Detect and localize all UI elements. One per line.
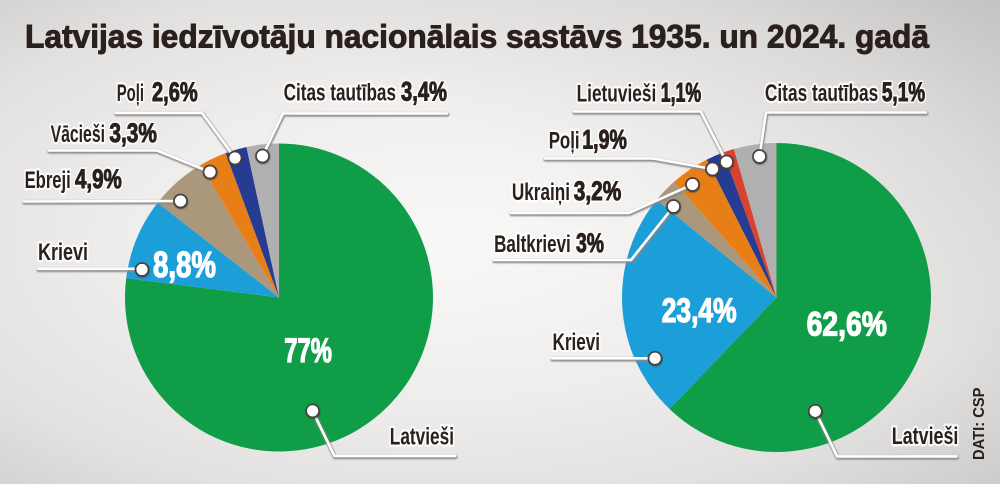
svg-text:DATI: CSP: DATI: CSP (971, 387, 988, 460)
svg-text:Lietuvieši: Lietuvieši (577, 81, 657, 108)
svg-text:3,4%: 3,4% (401, 77, 447, 107)
svg-text:3,3%: 3,3% (109, 118, 156, 148)
svg-text:Citas tautības: Citas tautības (284, 80, 396, 107)
svg-text:Citas tautības: Citas tautības (765, 80, 878, 107)
svg-text:Ukraiņi: Ukraiņi (512, 179, 570, 206)
svg-text:4,9%: 4,9% (75, 164, 122, 194)
svg-text:Ukraiņi: Ukraiņi (512, 179, 570, 206)
svg-text:2,6%: 2,6% (152, 77, 198, 107)
svg-text:1,1%: 1,1% (661, 78, 702, 108)
svg-text:Baltkrievi: Baltkrievi (494, 231, 571, 258)
svg-text:Citas tautības: Citas tautības (284, 80, 396, 107)
svg-text:Poļi: Poļi (117, 80, 144, 107)
svg-text:62,6%: 62,6% (807, 306, 887, 344)
svg-text:3%: 3% (576, 228, 604, 258)
svg-text:Krievi: Krievi (553, 329, 601, 356)
svg-text:Latvieši: Latvieši (390, 424, 454, 451)
svg-text:3,2%: 3,2% (574, 176, 622, 206)
svg-text:5,1%: 5,1% (882, 77, 925, 107)
svg-text:Citas tautības: Citas tautības (765, 80, 878, 107)
svg-text:3%: 3% (576, 228, 604, 258)
svg-text:23,4%: 23,4% (662, 292, 737, 330)
svg-text:3,2%: 3,2% (574, 176, 622, 206)
svg-text:Poļi: Poļi (549, 128, 580, 155)
svg-text:Poļi: Poļi (117, 80, 144, 107)
svg-text:1,1%: 1,1% (661, 78, 702, 108)
svg-text:1,9%: 1,9% (582, 125, 627, 155)
svg-text:Vācieši: Vācieši (51, 121, 105, 148)
svg-text:Ebreji: Ebreji (25, 167, 71, 194)
svg-text:3,3%: 3,3% (109, 118, 156, 148)
svg-text:4,9%: 4,9% (75, 164, 122, 194)
svg-text:Baltkrievi: Baltkrievi (494, 231, 571, 258)
svg-text:Latvieši: Latvieši (892, 423, 959, 450)
svg-text:3,4%: 3,4% (401, 77, 447, 107)
svg-text:Krievi: Krievi (38, 239, 88, 266)
svg-text:1,9%: 1,9% (582, 125, 627, 155)
svg-text:Vācieši: Vācieši (51, 121, 105, 148)
svg-text:Poļi: Poļi (549, 128, 580, 155)
svg-text:Latvijas iedzīvotāju nacionāla: Latvijas iedzīvotāju nacionālais sastāvs… (25, 19, 929, 55)
svg-text:Krievi: Krievi (553, 329, 601, 356)
svg-text:Krievi: Krievi (38, 239, 88, 266)
svg-text:Latvieši: Latvieši (892, 423, 959, 450)
svg-text:5,1%: 5,1% (882, 77, 925, 107)
svg-text:Latvieši: Latvieši (390, 424, 454, 451)
svg-text:2,6%: 2,6% (152, 77, 198, 107)
svg-text:Lietuvieši: Lietuvieši (577, 81, 657, 108)
svg-text:8,8%: 8,8% (153, 244, 216, 285)
svg-text:77%: 77% (284, 332, 332, 370)
svg-text:Ebreji: Ebreji (25, 167, 71, 194)
